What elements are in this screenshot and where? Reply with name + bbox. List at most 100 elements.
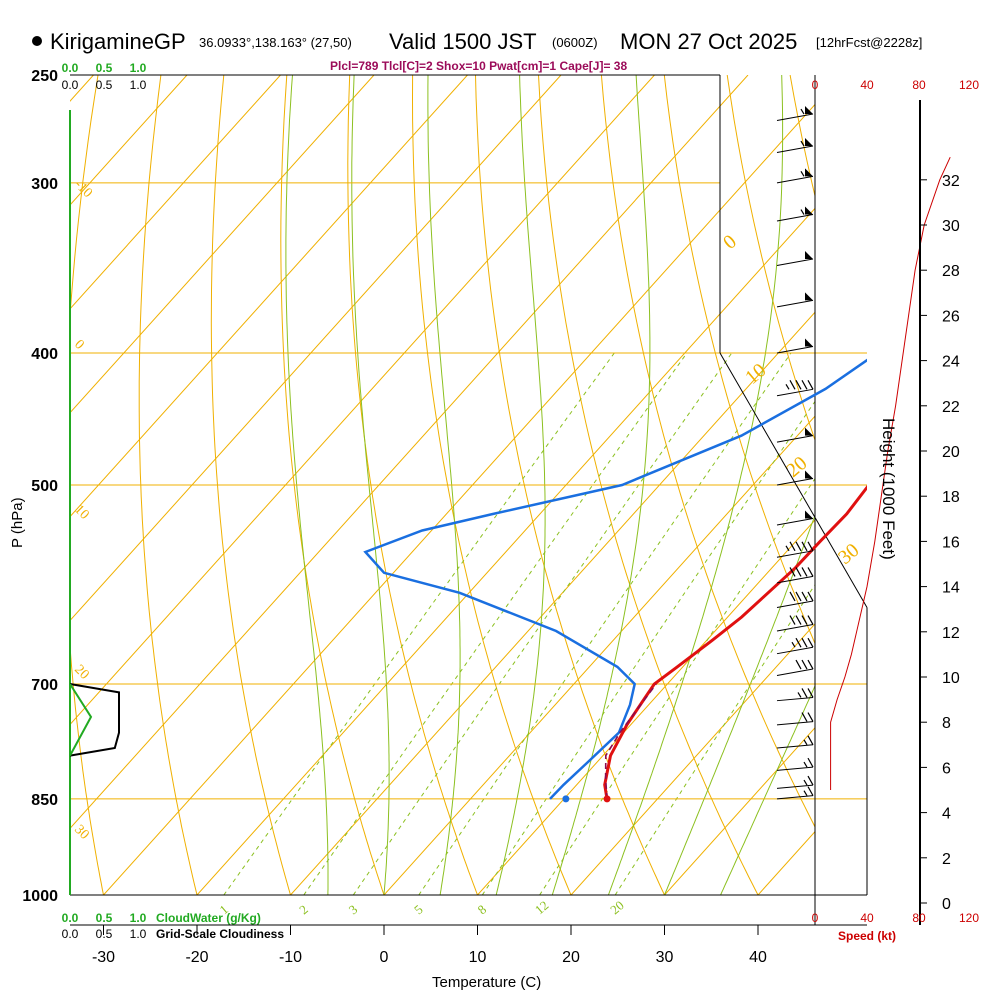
wind-barb-staff <box>776 346 814 354</box>
cloudwater-bottom-tick: 0.0 <box>62 911 79 925</box>
series-clip-group <box>363 358 867 800</box>
wind-barb-staff <box>776 113 814 122</box>
wind-barb-feather <box>807 712 814 722</box>
wind-barb-half-feather <box>800 209 805 215</box>
wind-barb-feather <box>795 615 802 625</box>
speed-top-tick: 40 <box>860 78 874 92</box>
dry-adiabat-line <box>347 75 478 895</box>
wind-barb <box>776 735 814 749</box>
dry-adiabat-line <box>538 75 759 895</box>
wind-barb-staff <box>776 575 814 584</box>
pressure-tick-label: 300 <box>31 176 58 193</box>
moist-adiabat-label: 30 <box>834 539 863 569</box>
isotherm-line <box>664 727 815 895</box>
wind-barb-pennant <box>805 168 813 177</box>
wind-barb <box>776 470 814 486</box>
wind-barb-staff <box>776 766 814 771</box>
cloud-profile <box>69 683 120 757</box>
cloudwater-top-tick: 1.0 <box>130 61 147 75</box>
wind-barb-half-feather <box>800 140 805 147</box>
pressure-tick-label: 250 <box>31 68 58 85</box>
wind-barb <box>776 567 814 584</box>
wind-barbs <box>776 106 814 800</box>
dry-adiabat-line <box>0 75 35 895</box>
wind-barb <box>776 541 814 558</box>
speed-axis-title: Speed (kt) <box>838 929 896 943</box>
temperature-tick-label: 0 <box>380 949 389 966</box>
wind-barb <box>776 615 814 632</box>
valid-date: MON 27 Oct 2025 <box>620 29 797 54</box>
wind-barb-staff <box>776 721 814 726</box>
cloudiness-top-tick: 0.0 <box>62 78 79 92</box>
wind-barb <box>776 292 814 308</box>
wind-barb <box>776 251 814 267</box>
dry-adiabat-line <box>663 75 815 645</box>
station-name: KirigamineGP <box>50 29 186 54</box>
wind-barb <box>776 206 814 222</box>
plot-frame <box>69 74 868 926</box>
height-tick-label: 4 <box>942 806 951 823</box>
wind-barb-feather <box>801 591 808 602</box>
cloudwater-bottom-tick: 1.0 <box>130 911 147 925</box>
wind-barb <box>776 712 814 726</box>
speed-top-tick: 0 <box>812 78 819 92</box>
temperature-trace <box>603 485 867 800</box>
height-tick-label: 0 <box>942 896 951 913</box>
mixing-ratio-label: 12 <box>532 897 552 917</box>
height-tick-label: 28 <box>942 263 960 280</box>
dewpoint-trace <box>363 358 867 800</box>
wind-barb <box>776 427 814 443</box>
wind-barb-feather <box>795 637 802 648</box>
height-tick-label: 10 <box>942 670 960 687</box>
dry-adiabat-line <box>853 75 1000 895</box>
wind-barb-pennant <box>805 138 813 147</box>
cloudiness-axis-title: Grid-Scale Cloudiness <box>156 927 284 941</box>
dry-adiabat-line <box>726 75 815 442</box>
sounding-traces <box>363 358 867 803</box>
moist-adiabat-line <box>720 684 815 895</box>
temperature-tick-label: -10 <box>279 949 302 966</box>
height-tick-label: 30 <box>942 218 960 235</box>
cloudwater-trace <box>69 683 93 757</box>
cloudwater-top-tick: 0.5 <box>96 61 113 75</box>
wind-barb <box>776 775 814 789</box>
mixing-ratio-line <box>539 477 815 895</box>
wind-barb-staff <box>776 388 814 397</box>
wind-barb-feather <box>807 786 814 796</box>
wind-barb-staff <box>776 624 814 632</box>
height-tick-label: 8 <box>942 715 951 732</box>
dry-adiabat-label: 0 <box>71 337 87 353</box>
dry-adiabat-line <box>210 75 291 895</box>
forecast-info: [12hrFcst@2228z] <box>816 35 922 50</box>
speed-top-tick: 120 <box>959 78 979 92</box>
dry-adiabat-label: 20 <box>71 662 92 683</box>
wind-barb <box>776 786 814 800</box>
height-tick-label: 6 <box>942 760 951 777</box>
wind-barb-feather <box>795 380 802 390</box>
wind-barb <box>776 688 814 702</box>
wind-barb <box>776 757 814 771</box>
wind-barb-feather <box>807 615 814 625</box>
wind-barb-feather <box>801 637 808 648</box>
wind-barb-staff <box>776 258 814 267</box>
wind-barb <box>776 510 814 526</box>
wind-barb-pennant <box>805 206 813 215</box>
mixing-ratio-label: 8 <box>475 902 490 918</box>
height-tick-label: 12 <box>942 625 960 642</box>
dry-adiabat-line <box>600 75 815 828</box>
wind-barb-staff <box>776 435 814 443</box>
moist-adiabat-label: 0 <box>719 231 741 254</box>
height-tick-label: 2 <box>942 851 951 868</box>
wind-barb-feather <box>801 541 808 552</box>
wind-barb-feather <box>807 567 814 577</box>
wind-barb-feather <box>789 541 796 552</box>
wind-barb-half-feather <box>800 108 805 115</box>
wind-barb-feather <box>789 615 796 625</box>
moist-adiabat-line <box>495 75 546 895</box>
cloudwater-bottom-tick: 0.5 <box>96 911 113 925</box>
surface-temperature-point <box>603 795 611 803</box>
moist-adiabat-line <box>351 75 390 895</box>
wind-barb-feather <box>807 380 814 390</box>
height-tick-label: 20 <box>942 444 960 461</box>
